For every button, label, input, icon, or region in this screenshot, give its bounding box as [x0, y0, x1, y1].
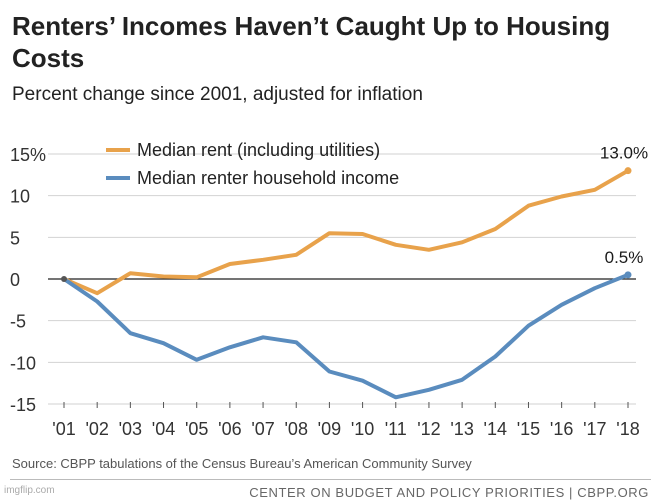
x-tick-label: '13: [450, 419, 473, 439]
x-tick-labels: '01 '02 '03 '04 '05 '06 '07 '08 '09 '10 '11 '12 '13 '…: [52, 419, 639, 439]
x-tick-label: '03: [119, 419, 142, 439]
x-tick-label: '04: [152, 419, 175, 439]
end-label-income: 0.5%: [605, 248, 644, 267]
end-label-rent: 13.0%: [600, 144, 648, 163]
y-tick-label: 15%: [10, 145, 46, 165]
footer-credit: CENTER ON BUDGET AND POLICY PRIORITIES |…: [249, 485, 649, 500]
y-tick-label: -15: [10, 395, 36, 415]
y-tick-label: 10: [10, 187, 30, 207]
x-tick-label: '11: [385, 419, 407, 439]
origin-point: [61, 276, 67, 282]
end-point-income: [624, 271, 632, 279]
series-lines: [61, 167, 632, 400]
x-tick-label: '14: [484, 419, 507, 439]
watermark: imgflip.com: [4, 485, 55, 496]
x-tick-label: '05: [185, 419, 208, 439]
line-chart: 15% 10 5 0 -5 -10 -15 '01 '02 '03 '04 '05 '06 '07 '08…: [10, 140, 648, 439]
x-tick-label: '18: [616, 419, 639, 439]
x-tick-label: '10: [351, 419, 374, 439]
legend-label: Median renter household income: [137, 168, 399, 188]
end-labels: 13.0% 0.5%: [600, 144, 648, 267]
source-note: Source: CBPP tabulations of the Census B…: [12, 456, 472, 471]
footer-divider: [10, 479, 651, 480]
y-tick-label: 0: [10, 270, 20, 290]
y-tick-labels: 15% 10 5 0 -5 -10 -15: [10, 145, 46, 415]
x-tick-label: '08: [285, 419, 308, 439]
chart-title: Renters’ Incomes Haven’t Caught Up to Ho…: [12, 11, 611, 73]
x-ticks: [63, 402, 629, 408]
x-tick-label: '12: [417, 419, 440, 439]
y-tick-label: -5: [10, 312, 26, 332]
y-grid: [48, 153, 636, 405]
x-tick-label: '06: [218, 419, 241, 439]
y-tick-label: -10: [10, 353, 36, 373]
x-tick-label: '17: [583, 419, 606, 439]
y-tick-label: 5: [10, 228, 20, 248]
chart-subtitle: Percent change since 2001, adjusted for …: [12, 84, 423, 105]
x-tick-label: '07: [251, 419, 274, 439]
legend-label: Median rent (including utilities): [137, 140, 380, 160]
series-line-income: [62, 272, 630, 400]
x-tick-label: '09: [318, 419, 341, 439]
legend: Median rent (including utilities) Median …: [106, 140, 399, 188]
x-tick-label: '02: [85, 419, 108, 439]
x-tick-label: '16: [550, 419, 573, 439]
series-line-rent: [62, 168, 630, 296]
x-tick-label: '15: [517, 419, 540, 439]
end-point-rent: [624, 167, 632, 175]
x-tick-label: '01: [52, 419, 75, 439]
